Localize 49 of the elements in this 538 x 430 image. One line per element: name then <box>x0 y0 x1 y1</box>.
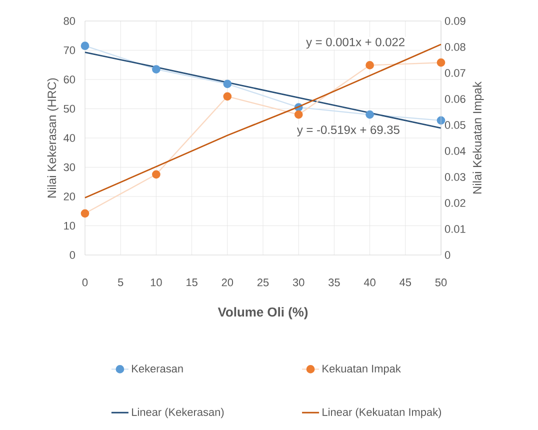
x-tick-label: 25 <box>257 278 269 286</box>
x-tick-label: 40 <box>364 278 376 286</box>
y2-axis-title: Nilai Kekuatan Impak <box>472 82 484 194</box>
y-tick-label: 30 <box>64 163 76 172</box>
y-tick-label: 0 <box>70 251 76 259</box>
x-tick-label: 0 <box>82 278 88 286</box>
x-tick-label: 35 <box>328 278 340 286</box>
y-tick-label: 40 <box>64 134 76 142</box>
point <box>294 110 303 119</box>
y2-tick-label: 0.06 <box>444 95 466 103</box>
y-tick-label: 10 <box>64 222 76 230</box>
point <box>80 209 90 218</box>
y-tick-label: 50 <box>64 104 76 113</box>
y2-tick-label: 0 <box>444 251 450 259</box>
point <box>80 42 90 50</box>
y2-tick-label: 0.03 <box>444 173 466 181</box>
point <box>223 80 232 88</box>
point <box>366 110 374 119</box>
legend-label: Kekuatan Impak <box>322 364 401 375</box>
point <box>223 92 232 101</box>
x-tick-label: 45 <box>400 278 412 286</box>
x-axis-title: Volume Oli (%) <box>218 307 308 320</box>
y2-tick-label: 0.08 <box>444 43 466 51</box>
point <box>436 58 446 67</box>
x-tick-label: 5 <box>118 278 124 286</box>
x-tick-label: 20 <box>222 278 234 286</box>
y-tick-label: 60 <box>64 76 76 84</box>
legend-label: Kekerasan <box>132 364 183 373</box>
y-tick-label: 80 <box>64 17 76 25</box>
point <box>152 65 160 74</box>
point <box>152 170 160 179</box>
y2-tick-label: 0.02 <box>444 199 466 207</box>
x-tick-label: 15 <box>186 278 198 286</box>
y2-tick-label: 0.07 <box>444 69 466 77</box>
y-tick-label: 70 <box>64 46 76 54</box>
annotation: y = -0.519x + 69.35 <box>296 126 400 136</box>
y2-tick-label: 0.09 <box>444 17 466 25</box>
y2-tick-label: 0.05 <box>444 121 466 129</box>
x-tick-label: 30 <box>292 278 304 286</box>
point <box>366 61 374 70</box>
annotation: y = 0.001x + 0.022 <box>306 38 404 49</box>
y2-tick-label: 0.04 <box>444 147 466 155</box>
y2-tick-label: 0.01 <box>444 225 466 233</box>
legend-label: Linear (Kekuatan Impak) <box>322 408 442 418</box>
x-tick-label: 50 <box>435 278 447 286</box>
y-axis-title: Nilai Kekerasan (HRC) <box>47 78 58 198</box>
legend-label: Linear (Kekerasan) <box>132 408 224 418</box>
x-tick-label: 10 <box>150 278 162 286</box>
y-tick-label: 20 <box>64 192 76 200</box>
